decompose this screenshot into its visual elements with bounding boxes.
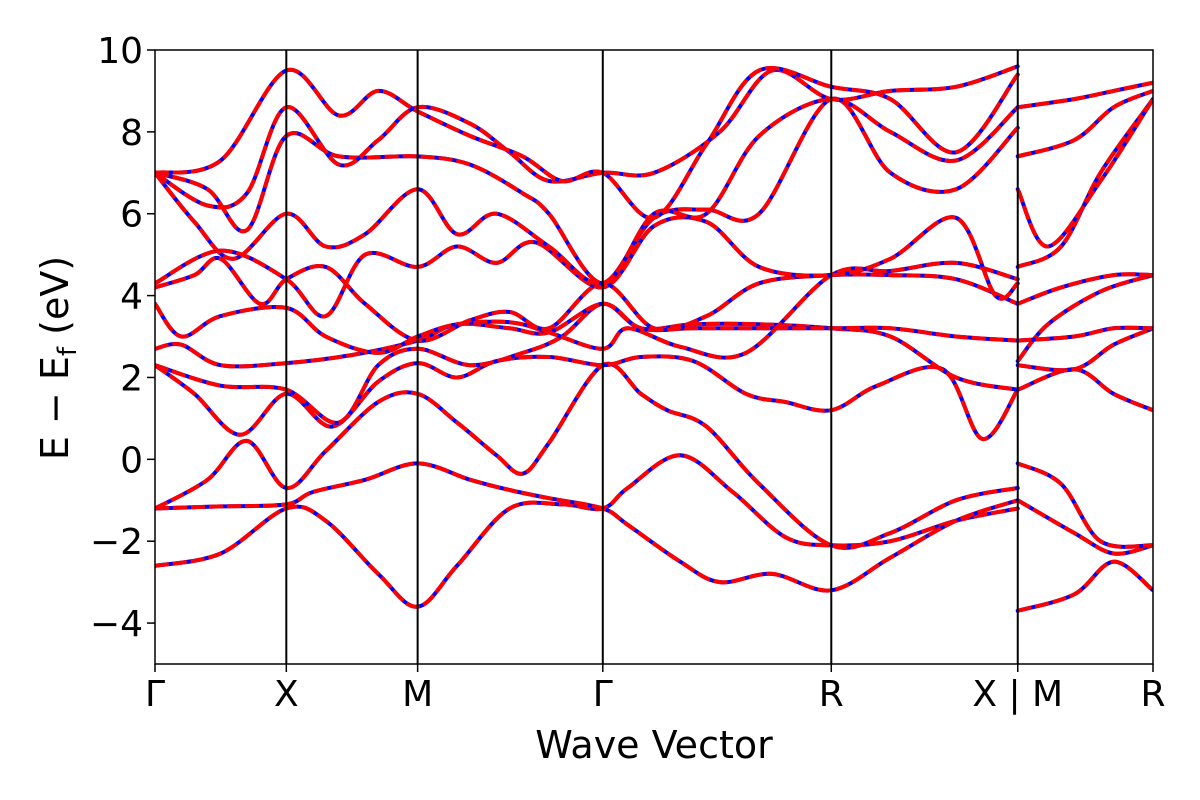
band-right-10-overlay: [1015, 98, 1153, 249]
band-right-1-overlay: [1016, 498, 1153, 556]
y-tick-label-4: 2: [120, 358, 143, 399]
band-9-reference: [155, 215, 1020, 319]
plot-frame: [154, 49, 1154, 665]
y-axis-label-main: E − E: [33, 356, 77, 460]
y-tick-label-1: −4: [90, 604, 143, 645]
svg-text:E − Ef (eV): E − Ef (eV): [33, 256, 83, 460]
band-9-overlay: [155, 215, 1020, 319]
band-11-overlay: [155, 97, 1020, 286]
y-axis-ticks: −4 −2 0 2 4 6 8 10: [90, 31, 155, 645]
band-right-10-reference: [1015, 97, 1153, 249]
band-right-12-overlay: [1017, 80, 1153, 110]
y-tick-label-5: 4: [120, 277, 143, 318]
x-axis-label: Wave Vector: [535, 723, 773, 767]
y-tick-label-3: 0: [120, 440, 143, 481]
band-1-reference: [155, 453, 1020, 609]
x-axis-ticks: Γ X M Γ R X | M R: [145, 664, 1166, 715]
band-10-overlay: [155, 96, 1020, 286]
band-right-8-overlay: [1016, 272, 1153, 306]
band-1-overlay: [155, 453, 1019, 609]
band-4-reference: [155, 354, 1020, 441]
band-8-overlay: [155, 255, 1019, 343]
x-tick-label-6: X | M: [972, 674, 1063, 715]
band-11-reference: [155, 97, 1020, 286]
band-right-11-overlay: [1017, 89, 1153, 159]
band-right-3-overlay: [1017, 559, 1153, 613]
band-2-reference: [155, 461, 1020, 593]
y-tick-label-8: 10: [97, 31, 143, 72]
band-right-2-overlay: [1016, 461, 1153, 549]
band-right-4-overlay: [1016, 367, 1153, 413]
y-tick-label-6: 6: [120, 195, 143, 236]
x-tick-label-5: R: [819, 674, 844, 715]
x-tick-label-1: Γ: [145, 674, 165, 715]
band-10-reference: [155, 96, 1020, 286]
band-right-7-overlay: [1017, 325, 1153, 343]
band-7-overlay: [155, 260, 1019, 360]
y-axis-label: E − Ef (eV): [33, 256, 83, 460]
x-tick-label-7: R: [1140, 674, 1165, 715]
band-4-overlay: [155, 354, 1020, 441]
y-tick-label-2: −2: [90, 522, 143, 563]
y-tick-label-7: 8: [120, 113, 143, 154]
y-axis-label-sub: f: [53, 346, 83, 356]
plot-area: [154, 49, 1154, 665]
band-lines: [155, 64, 1153, 613]
band-right-2-reference: [1015, 461, 1153, 549]
band-right-6-overlay: [1016, 273, 1153, 363]
x-tick-label-3: M: [402, 674, 433, 715]
band-2-overlay: [155, 461, 1019, 593]
band-right-6-reference: [1015, 273, 1153, 364]
y-axis-label-unit: (eV): [33, 256, 77, 335]
x-tick-label-2: X: [274, 674, 299, 715]
band-12-overlay: [155, 64, 1019, 210]
band-13-overlay: [155, 66, 1020, 220]
band-right-5-overlay: [1017, 326, 1153, 373]
band-5-overlay: [155, 301, 1019, 425]
band-3-overlay: [155, 361, 1019, 550]
band-3-reference: [155, 361, 1020, 550]
x-tick-label-4: Γ: [593, 674, 613, 715]
